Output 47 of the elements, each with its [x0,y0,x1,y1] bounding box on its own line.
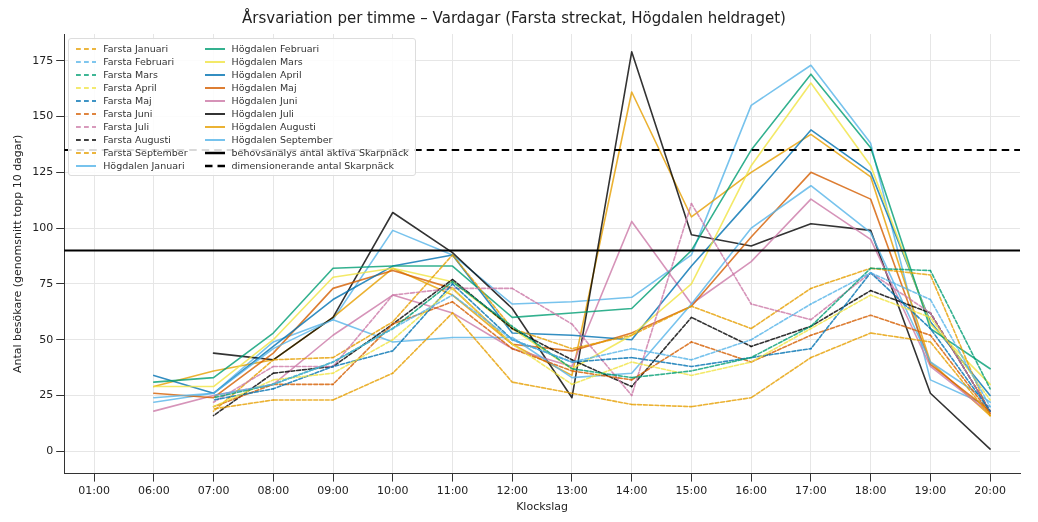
x-tick-label: 14:00 [615,484,648,498]
y-tick-label: 125 [32,165,54,179]
x-tick-label: 16:00 [735,484,768,498]
x-tick-label: 20:00 [974,484,1006,498]
x-tick-label: 15:00 [675,484,708,498]
x-tick-label: 10:00 [376,484,409,498]
x-tick-label: 18:00 [854,484,887,498]
y-tick-label: 25 [39,388,54,402]
legend-label: Högdalen Maj [231,81,297,94]
y-tick-label: 50 [39,332,54,346]
x-tick-label: 19:00 [914,484,947,498]
y-tick-label: 75 [39,276,54,290]
legend-label: Farsta Juli [103,120,150,133]
x-tick-label: 11:00 [436,484,469,498]
legend-label: Högdalen Juli [231,107,295,120]
x-tick-label: 06:00 [137,484,170,498]
legend-label: dimensionerande antal Skarpnäck [231,159,394,172]
legend-label: Farsta Mars [103,68,158,81]
chart-title: Årsvariation per timme – Vardagar (Farsta streckat, Högdalen heldraget) [242,7,786,27]
legend-label: behovsanalys antal aktiva Skarpnäck [231,146,409,159]
x-axis-title: Klockslag [516,500,569,514]
x-tick-label: 13:00 [556,484,588,498]
y-tick-label: 0 [46,444,54,458]
x-tick-label: 12:00 [496,484,529,498]
x-tick-label: 17:00 [795,484,827,498]
legend-label: Högdalen Januari [103,159,185,172]
legend-label: Farsta Maj [103,94,152,107]
legend-label: Högdalen Mars [231,55,303,68]
x-tick-label: 01:00 [78,484,110,498]
y-tick-label: 150 [32,109,54,123]
legend-label: Farsta Juni [103,107,153,120]
legend-label: Högdalen Juni [231,94,298,107]
x-tick-label: 08:00 [257,484,290,498]
legend-label: Farsta Februari [103,55,175,68]
legend-label: Högdalen September [231,133,333,146]
y-tick-label: 100 [32,221,54,234]
legend-label: Högdalen April [231,68,302,81]
legend-label: Farsta April [103,81,157,94]
legend-label: Farsta September [103,146,188,159]
legend-label: Farsta Januari [103,42,169,55]
x-tick-label: 09:00 [317,484,349,498]
x-tick-label: 07:00 [197,484,230,498]
y-axis-title: Antal besökare (genomsnitt topp 10 dagar) [11,134,25,373]
legend-label: Högdalen Augusti [231,120,316,133]
legend-label: Farsta Augusti [103,133,171,146]
legend-label: Högdalen Februari [231,42,320,55]
y-tick-label: 175 [32,53,54,67]
